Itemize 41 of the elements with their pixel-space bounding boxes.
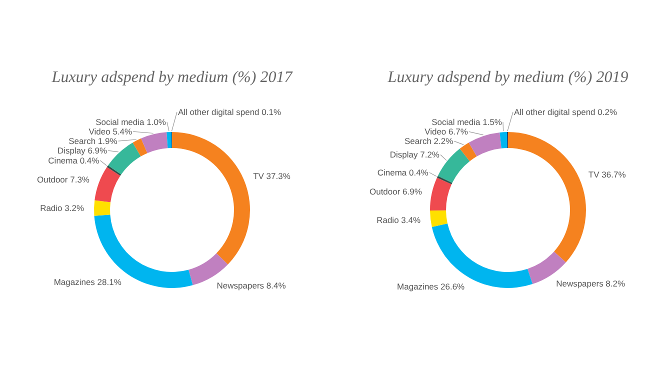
donut-slice (508, 132, 586, 262)
donut-slice (468, 132, 502, 156)
slice-label: Social media 1.5% (432, 117, 502, 128)
slice-label: Cinema 0.4% (377, 168, 429, 178)
donut-slice (460, 142, 477, 162)
slice-label: Video 5.4% (88, 126, 133, 137)
slice-label: All other digital spend 0.2% (514, 106, 618, 117)
chart-title: Luxury adspend by medium (%) 2017 (50, 69, 294, 86)
slice-label: Radio 3.2% (40, 202, 84, 213)
slice-label: Social media 1.0% (96, 117, 166, 128)
donut-slice (94, 166, 120, 202)
slice-label: All other digital spend 0.1% (178, 106, 282, 117)
slice-label: TV 36.7% (588, 169, 626, 180)
slice-label: Search 2.2% (404, 136, 454, 146)
slice-label: Display 6.9% (57, 146, 108, 156)
slice-label: Magazines 28.1% (54, 276, 122, 287)
donut-slice (132, 138, 148, 156)
slice-label: Outdoor 7.3% (37, 174, 90, 184)
donut-slice (438, 148, 470, 183)
donut-slice (94, 200, 110, 216)
donut-slice (166, 132, 172, 148)
donut-slice (106, 165, 122, 176)
slice-label: TV 37.3% (253, 170, 291, 181)
chart-title: Luxury adspend by medium (%) 2019 (386, 69, 628, 86)
slice-label: Magazines 26.6% (397, 282, 466, 292)
donut-slice (500, 132, 508, 148)
slice-label: Search 1.9% (68, 136, 118, 146)
donut-slice (141, 132, 168, 154)
slice-label: Video 6.7% (424, 126, 468, 137)
donut-slice (94, 214, 193, 288)
donut-slice (108, 142, 141, 175)
donut-slice (437, 176, 452, 184)
slice-label: Cinema 0.4% (48, 156, 100, 166)
slice-label: Radio 3.4% (376, 214, 421, 225)
slice-label: Newspapers 8.2% (556, 278, 626, 289)
donut-slice (172, 132, 250, 264)
slice-label: Display 7.2% (390, 150, 440, 160)
slice-label: Newspapers 8.4% (216, 280, 286, 291)
slice-label: Outdoor 6.9% (369, 186, 422, 197)
donut-slice (430, 210, 448, 228)
donut-slice (430, 178, 452, 210)
